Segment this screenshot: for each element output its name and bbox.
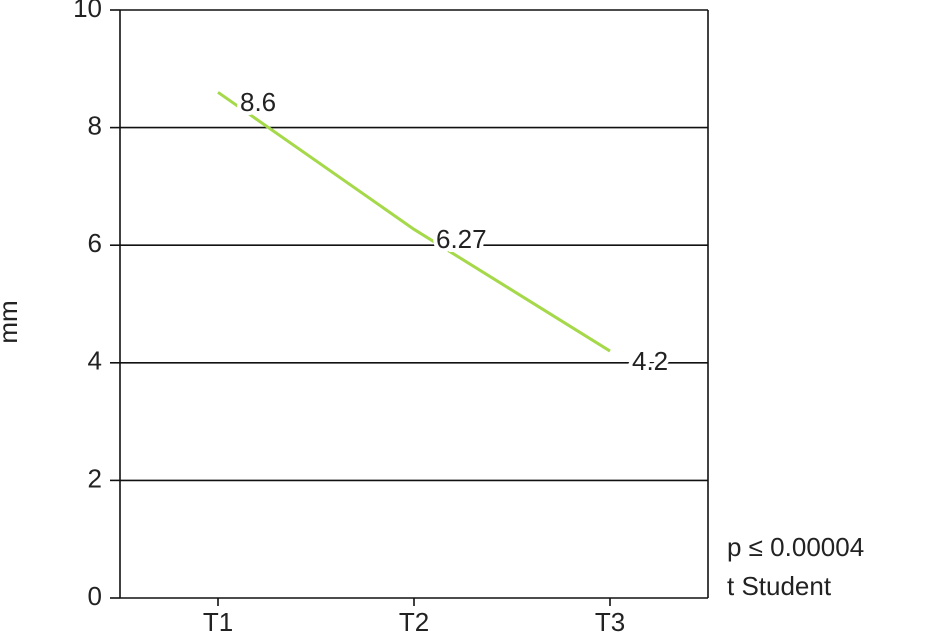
y-tick-label: 6	[88, 228, 102, 258]
y-axis-label: mm	[0, 300, 23, 343]
annotation: p ≤ 0.00004	[727, 532, 864, 562]
data-label: 8.6	[240, 87, 276, 117]
annotation: t Student	[727, 571, 832, 601]
y-tick-label: 10	[73, 0, 102, 23]
y-tick-label: 4	[88, 346, 102, 376]
y-tick-label: 8	[88, 110, 102, 140]
y-tick-label: 0	[88, 581, 102, 611]
data-label: 4.2	[632, 346, 668, 376]
data-label: 6.27	[436, 224, 487, 254]
y-tick-label: 2	[88, 463, 102, 493]
x-tick-label: T1	[203, 607, 233, 636]
x-tick-label: T3	[595, 607, 625, 636]
x-tick-label: T2	[399, 607, 429, 636]
line	[217, 91, 611, 353]
